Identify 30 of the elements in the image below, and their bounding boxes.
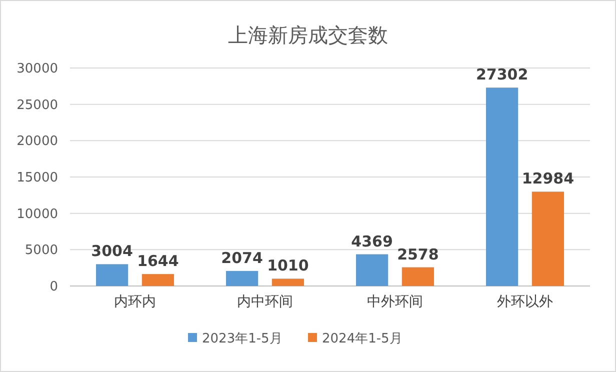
y-tick-label: 15000 [16, 170, 58, 186]
y-tick-label: 30000 [16, 62, 58, 77]
chart-title: 上海新房成交套数 [228, 23, 388, 47]
data-label: 2578 [397, 245, 439, 264]
data-label: 12984 [522, 170, 574, 188]
legend-label: 2024年1-5月 [322, 332, 402, 347]
bar [226, 270, 258, 286]
data-label: 4369 [351, 232, 393, 250]
legend-label: 2023年1-5月 [202, 332, 282, 347]
data-label: 2074 [221, 248, 263, 267]
x-tick-label: 内中环间 [237, 294, 293, 310]
y-tick-label: 5000 [24, 243, 58, 258]
x-tick-label: 中外环间 [367, 294, 423, 310]
data-label: 1010 [267, 256, 309, 275]
x-tick-label: 内环内 [114, 294, 156, 310]
data-label: 27302 [476, 66, 528, 84]
bar [486, 88, 518, 286]
data-label: 3004 [91, 242, 133, 260]
bar [402, 267, 434, 286]
y-tick-label: 20000 [16, 134, 58, 150]
y-tick-label: 0 [50, 280, 58, 295]
bar [356, 254, 388, 286]
bar [96, 264, 128, 286]
bar [272, 278, 304, 286]
bar [532, 192, 564, 286]
bar [142, 274, 174, 286]
y-tick-label: 10000 [16, 206, 58, 222]
data-label: 1644 [137, 252, 179, 270]
x-tick-label: 外环以外 [497, 294, 553, 310]
y-tick-label: 25000 [16, 98, 58, 113]
